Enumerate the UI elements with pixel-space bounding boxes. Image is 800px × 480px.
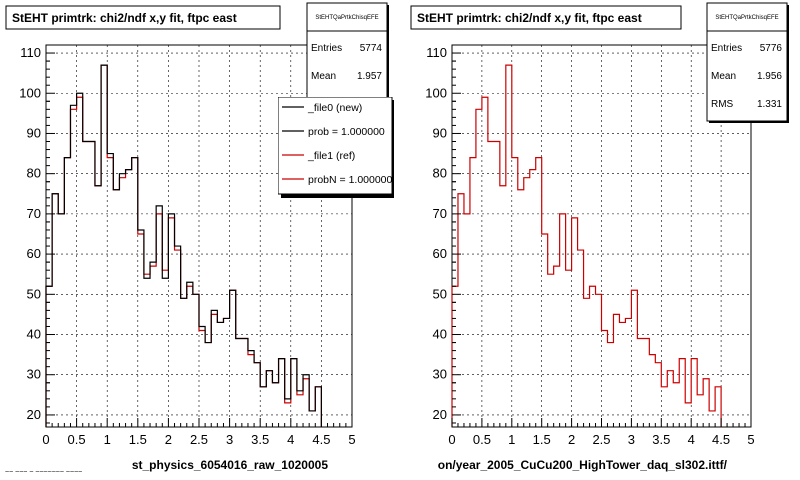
legend: _file0 (new) prob = 1.000000 _file1 (ref) p… bbox=[278, 97, 394, 198]
x-tick-label: 3.5 bbox=[251, 432, 269, 447]
y-tick-label: 60 bbox=[433, 246, 447, 261]
y-tick-label: 80 bbox=[433, 166, 447, 181]
x-tick-label: 4 bbox=[688, 432, 695, 447]
y-tick-label: 90 bbox=[433, 125, 447, 140]
y-tick-label: 40 bbox=[27, 327, 41, 342]
x-axis-label: on/year_2005_CuCu200_HighTower_daq_sl302… bbox=[438, 458, 728, 472]
y-tick-label: 70 bbox=[433, 206, 447, 221]
x-tick-label: 2.5 bbox=[190, 432, 208, 447]
x-tick-label: 1.5 bbox=[533, 432, 551, 447]
stats-box bbox=[706, 2, 788, 122]
stats-value: 5776 bbox=[760, 43, 783, 54]
x-tick-label: 1 bbox=[508, 432, 515, 447]
stats-value: 5774 bbox=[360, 43, 383, 54]
x-tick-label: 3.5 bbox=[652, 432, 670, 447]
x-tick-label: 5 bbox=[747, 432, 754, 447]
y-tick-label: 30 bbox=[433, 367, 447, 382]
x-tick-label: 2 bbox=[568, 432, 575, 447]
x-tick-label: 4.5 bbox=[712, 432, 730, 447]
y-tick-label: 70 bbox=[27, 206, 41, 221]
legend-entry: probN = 1.000000 bbox=[308, 174, 393, 186]
x-tick-label: 0 bbox=[448, 432, 455, 447]
legend-entry: _file0 (new) bbox=[307, 102, 362, 114]
x-tick-label: 2 bbox=[165, 432, 172, 447]
y-tick-label: 100 bbox=[425, 85, 447, 100]
y-tick-label: 40 bbox=[433, 327, 447, 342]
chart-title: StEHT primtrk: chi2/ndf x,y fit, ftpc ea… bbox=[12, 11, 237, 25]
stats-value: 1.956 bbox=[757, 71, 782, 82]
y-tick-label: 50 bbox=[27, 286, 41, 301]
footer-note: ~~ ~~~ ~ ~~~~~~~ ~~~~ bbox=[5, 469, 82, 476]
stats-label: Entries bbox=[711, 43, 742, 54]
y-tick-label: 100 bbox=[19, 85, 41, 100]
y-tick-label: 80 bbox=[27, 166, 41, 181]
y-tick-label: 50 bbox=[433, 286, 447, 301]
histogram-series-0 bbox=[45, 64, 322, 427]
stats-box-name: StEHTQaPrtkChisqEFE bbox=[715, 15, 778, 21]
stats-label: Mean bbox=[711, 71, 736, 82]
stats-label: Mean bbox=[311, 71, 336, 82]
x-tick-label: 3 bbox=[226, 432, 233, 447]
y-tick-label: 110 bbox=[20, 45, 41, 60]
x-tick-label: 0.5 bbox=[473, 432, 491, 447]
x-tick-label: 4.5 bbox=[312, 432, 330, 447]
y-tick-label: 20 bbox=[27, 407, 41, 422]
legend-entry: _file1 (ref) bbox=[307, 150, 355, 162]
title-box bbox=[410, 5, 682, 30]
histogram-series-0 bbox=[451, 64, 722, 427]
left-histogram-panel: 0 0.5 1 1.5 2 2.5 3 3.5 4 4.5 5 20 30 40 50 60 70 80 90 100… bbox=[5, 2, 394, 472]
y-tick-label: 20 bbox=[433, 407, 447, 422]
x-tick-label: 1.5 bbox=[129, 432, 147, 447]
x-tick-label: 4 bbox=[287, 432, 294, 447]
stats-label: RMS bbox=[711, 99, 734, 110]
y-tick-label: 110 bbox=[426, 45, 447, 60]
x-tick-label: 5 bbox=[348, 432, 355, 447]
stats-value: 1.331 bbox=[757, 99, 782, 110]
stats-label: Entries bbox=[311, 43, 342, 54]
title-box bbox=[5, 5, 281, 30]
stats-box-name: StEHTQaPrtkChisqEFE bbox=[315, 15, 378, 21]
x-tick-label: 2.5 bbox=[592, 432, 610, 447]
stats-value: 1.957 bbox=[357, 71, 382, 82]
legend-entry: prob = 1.000000 bbox=[308, 126, 385, 138]
x-tick-label: 3 bbox=[628, 432, 635, 447]
x-tick-label: 1 bbox=[104, 432, 111, 447]
legend-box bbox=[278, 97, 393, 195]
x-tick-label: 0 bbox=[42, 432, 49, 447]
y-tick-label: 90 bbox=[27, 125, 41, 140]
x-axis-label: st_physics_6054016_raw_1020005 bbox=[132, 458, 328, 472]
chart-title: StEHT primtrk: chi2/ndf x,y fit, ftpc ea… bbox=[417, 11, 642, 25]
x-tick-label: 0.5 bbox=[68, 432, 86, 447]
right-histogram-panel: 0 0.5 1 1.5 2 2.5 3 3.5 4 4.5 5 20 30 40 50 60 70 80 90 100… bbox=[410, 2, 789, 472]
y-tick-label: 30 bbox=[27, 367, 41, 382]
y-tick-label: 60 bbox=[27, 246, 41, 261]
